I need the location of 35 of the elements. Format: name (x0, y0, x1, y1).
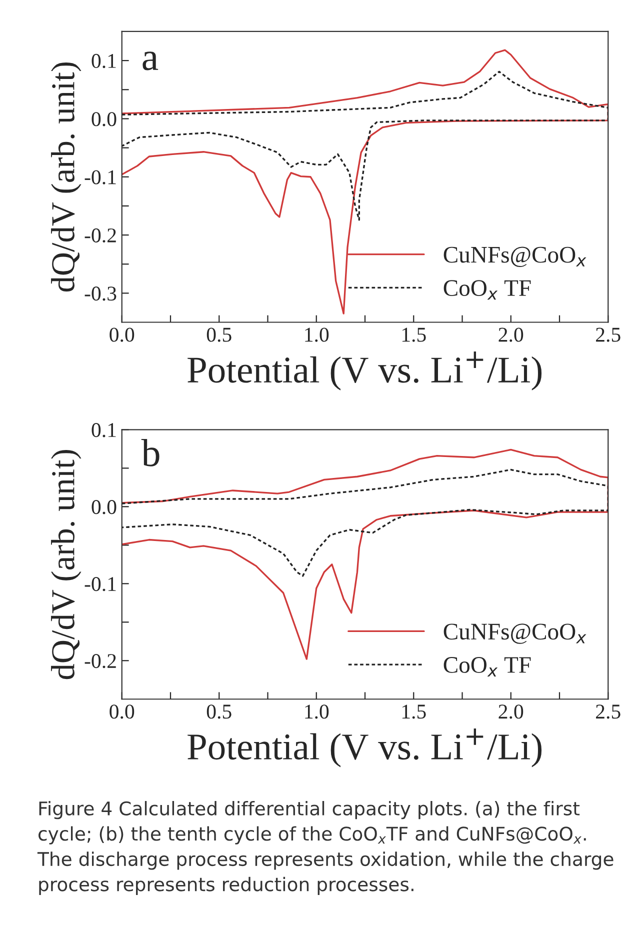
y-axis-title: dQ/dV (arb. unit) (51, 62, 82, 292)
x-tick-label: 2.0 (498, 328, 524, 342)
y-tick-label: 0.0 (92, 500, 116, 514)
y-tick-label: -0.2 (84, 228, 116, 243)
y-tick-label: 0.1 (92, 54, 116, 68)
y-tick-label: -0.1 (84, 170, 116, 184)
legend-label: CuNFs@CoO$_{x}$ (444, 624, 586, 644)
y-tick-label: -0.1 (84, 577, 116, 592)
x-tick-label: 2.5 (596, 328, 620, 342)
y-tick-label: 0.0 (92, 112, 116, 126)
annotation: b (141, 438, 160, 466)
x-tick-label: 1.5 (402, 328, 426, 342)
x-tick-label: 0.0 (110, 704, 134, 719)
annotation: a (142, 52, 158, 70)
x-tick-label: 0.5 (206, 704, 232, 719)
x-tick-label: 0.5 (206, 328, 232, 342)
y-tick-label: -0.2 (84, 654, 116, 668)
x-tick-label: 2.5 (596, 704, 620, 719)
x-tick-label: 2.0 (498, 704, 524, 719)
x-tick-label: 1.0 (305, 328, 329, 342)
legend-label: CoO$_{x}$ TF (444, 280, 531, 300)
x-axis-title: Potential (V vs. Li$^{+}$/Li) (188, 352, 542, 390)
y-axis-title: dQ/dV (arb. unit) (51, 450, 82, 680)
x-tick-label: 1.0 (305, 704, 329, 719)
y-tick-label: 0.1 (92, 423, 116, 438)
x-tick-label: 1.5 (402, 704, 426, 719)
caption: Figure 4 Calculated differential capacity plots. (a) the first cycle; (b) the tenth cycle of the CoO$_{x}$TF and CuNFs@CoO$_{x}$. The discharge process represents oxidation, while the charge process represents reduction processes. (37, 800, 614, 895)
line-series (122, 70, 608, 221)
line-series (122, 49, 608, 314)
x-axis-title: Potential (V vs. Li$^{+}$/Li) (188, 728, 542, 768)
legend-label: CuNFs@CoO$_{x}$ (444, 246, 586, 267)
y-tick-label: -0.3 (84, 286, 116, 301)
legend-label: CoO$_{x}$ TF (444, 657, 531, 677)
line-series (122, 468, 608, 577)
x-tick-label: 0.0 (110, 328, 134, 342)
